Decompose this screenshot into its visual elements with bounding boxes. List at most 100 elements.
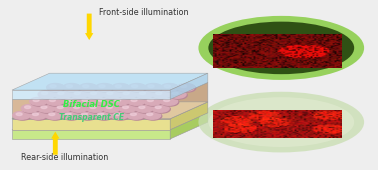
Circle shape [111, 112, 128, 119]
Circle shape [122, 106, 129, 108]
Ellipse shape [198, 92, 364, 152]
Circle shape [97, 84, 114, 92]
Text: Front-side illumination: Front-side illumination [99, 8, 189, 17]
Circle shape [144, 112, 162, 120]
Circle shape [121, 91, 138, 99]
Circle shape [120, 90, 137, 98]
Circle shape [170, 91, 187, 99]
Circle shape [64, 84, 81, 92]
Circle shape [153, 105, 170, 113]
Circle shape [145, 98, 163, 106]
Circle shape [161, 83, 178, 91]
Circle shape [105, 91, 122, 99]
Circle shape [107, 92, 113, 95]
Circle shape [119, 105, 136, 112]
Circle shape [96, 112, 113, 120]
Circle shape [46, 97, 64, 105]
Polygon shape [12, 73, 208, 90]
Text: Rear-side illumination: Rear-side illumination [21, 153, 108, 162]
Circle shape [88, 91, 105, 99]
Circle shape [79, 112, 96, 120]
Circle shape [64, 98, 81, 106]
Circle shape [162, 84, 179, 92]
Circle shape [21, 105, 39, 112]
Circle shape [112, 112, 129, 120]
Circle shape [74, 106, 80, 108]
Polygon shape [12, 90, 170, 99]
Circle shape [50, 85, 56, 88]
Circle shape [87, 105, 104, 112]
Circle shape [71, 105, 88, 113]
Ellipse shape [208, 97, 354, 147]
Circle shape [137, 91, 155, 99]
Circle shape [128, 83, 146, 91]
Circle shape [129, 84, 147, 92]
Circle shape [130, 113, 136, 116]
Circle shape [46, 83, 64, 91]
Circle shape [96, 83, 113, 91]
Circle shape [143, 112, 161, 119]
Circle shape [78, 112, 95, 119]
Polygon shape [12, 102, 208, 119]
Circle shape [115, 99, 121, 101]
Polygon shape [12, 113, 208, 130]
Circle shape [111, 97, 129, 105]
Text: Bifacial DSC: Bifacial DSC [63, 100, 119, 109]
Circle shape [144, 97, 161, 105]
Circle shape [160, 97, 178, 105]
Circle shape [155, 106, 161, 108]
Circle shape [164, 99, 170, 101]
Circle shape [136, 90, 153, 98]
Circle shape [79, 83, 97, 91]
Circle shape [55, 105, 72, 113]
Circle shape [79, 97, 96, 105]
Circle shape [39, 91, 57, 99]
Circle shape [74, 92, 80, 95]
Polygon shape [170, 102, 208, 130]
Circle shape [148, 85, 154, 88]
Circle shape [33, 113, 39, 116]
Circle shape [50, 99, 56, 101]
Circle shape [38, 90, 56, 98]
Circle shape [114, 113, 120, 116]
Text: Transparent CE: Transparent CE [59, 113, 124, 122]
Circle shape [104, 90, 121, 98]
Circle shape [104, 105, 121, 113]
Circle shape [70, 105, 87, 112]
Circle shape [88, 105, 105, 113]
Circle shape [71, 90, 88, 98]
Circle shape [25, 106, 31, 108]
Circle shape [181, 85, 187, 88]
Circle shape [80, 98, 97, 106]
Circle shape [13, 112, 30, 119]
Circle shape [47, 98, 65, 106]
Circle shape [178, 84, 196, 92]
Circle shape [46, 112, 64, 120]
Circle shape [48, 84, 65, 92]
Ellipse shape [208, 22, 354, 74]
Circle shape [63, 83, 80, 91]
Circle shape [49, 113, 55, 116]
Circle shape [37, 105, 55, 112]
Circle shape [161, 98, 179, 106]
Circle shape [152, 105, 169, 112]
Circle shape [58, 92, 64, 95]
Circle shape [139, 92, 146, 95]
Circle shape [136, 105, 154, 113]
Circle shape [16, 113, 22, 116]
Circle shape [146, 84, 163, 92]
Circle shape [96, 98, 113, 106]
Circle shape [30, 97, 47, 105]
Circle shape [147, 113, 153, 116]
Circle shape [41, 106, 47, 108]
Circle shape [39, 105, 56, 113]
Circle shape [112, 98, 130, 106]
Polygon shape [170, 82, 208, 119]
Circle shape [83, 85, 89, 88]
Circle shape [66, 85, 73, 88]
Polygon shape [12, 102, 208, 119]
Circle shape [31, 98, 48, 106]
Circle shape [153, 91, 171, 99]
Circle shape [45, 112, 63, 119]
Circle shape [99, 85, 105, 88]
